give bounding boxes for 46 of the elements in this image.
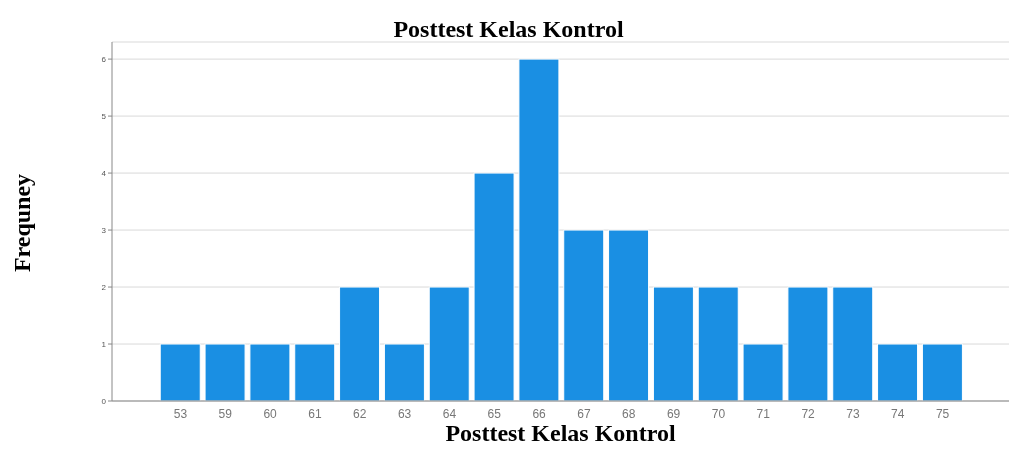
- chart-title: Posttest Kelas Kontrol: [392, 16, 625, 43]
- bar: [608, 229, 650, 401]
- x-tick-label: 59: [218, 406, 233, 421]
- x-tick-label: 71: [756, 406, 771, 421]
- bar: [383, 343, 425, 401]
- x-axis-title: Posttest Kelas Kontrol: [444, 420, 677, 447]
- x-tick-label: 62: [353, 406, 367, 421]
- x-tick-label: 72: [801, 406, 816, 421]
- y-tick-label: 3: [101, 225, 107, 235]
- x-tick-label: 60: [263, 406, 278, 421]
- bar: [428, 286, 470, 401]
- x-tick-label: 69: [666, 406, 681, 421]
- bar: [742, 343, 784, 401]
- x-tick-label: 64: [442, 406, 457, 421]
- x-tick-label: 66: [532, 406, 547, 421]
- y-tick-label: 0: [101, 396, 107, 406]
- bar: [473, 172, 515, 401]
- bar: [832, 286, 874, 401]
- bar: [518, 58, 560, 401]
- bar: [159, 343, 201, 401]
- y-axis-title: Frequney: [8, 173, 36, 273]
- bar: [204, 343, 246, 401]
- y-tick-label: 6: [101, 54, 107, 64]
- bar: [563, 229, 605, 401]
- x-tick-label: 73: [846, 406, 860, 421]
- bar: [697, 286, 739, 401]
- x-tick-label: 63: [397, 406, 412, 421]
- bar: [877, 343, 919, 401]
- bar: [249, 343, 291, 401]
- bar: [921, 343, 963, 401]
- bar: [652, 286, 694, 401]
- x-tick-label: 67: [577, 406, 591, 421]
- x-tick-label: 53: [173, 406, 188, 421]
- bar: [339, 286, 381, 401]
- y-tick-label: 4: [101, 168, 107, 178]
- bar: [294, 343, 336, 401]
- x-tick-label: 61: [308, 406, 322, 421]
- x-tick-label: 68: [622, 406, 636, 421]
- y-tick-label: 5: [101, 111, 107, 121]
- x-tick-label: 65: [487, 406, 502, 421]
- x-tick-label: 75: [935, 406, 950, 421]
- x-tick-label: 70: [711, 406, 726, 421]
- bar: [787, 286, 829, 401]
- y-tick-label: 1: [101, 339, 107, 349]
- x-tick-label: 74: [891, 406, 905, 421]
- y-tick-label: 2: [101, 282, 107, 292]
